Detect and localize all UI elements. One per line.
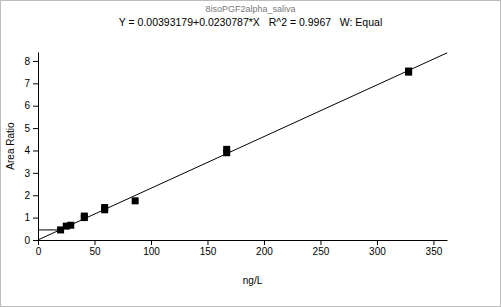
point bbox=[223, 146, 230, 153]
tick-label: 6 bbox=[24, 100, 30, 111]
tick: 1 bbox=[24, 212, 38, 223]
tick-label: 250 bbox=[313, 246, 330, 257]
tick-mark bbox=[33, 218, 38, 219]
tick-label: 4 bbox=[24, 145, 30, 156]
tick-mark bbox=[94, 240, 95, 245]
tick-mark bbox=[38, 240, 39, 245]
x-axis: 0 50 100 150 200 250 300 350 bbox=[36, 240, 448, 257]
fit-line bbox=[38, 229, 61, 230]
tick-label: 100 bbox=[143, 246, 160, 257]
axis-line bbox=[38, 53, 39, 241]
tick-label: 1 bbox=[24, 212, 30, 223]
tick: 2 bbox=[24, 190, 38, 201]
tick-label: 0 bbox=[36, 246, 42, 257]
axis-line bbox=[39, 240, 448, 241]
tick: 7 bbox=[24, 78, 38, 89]
subtitle: Y = 0.00393179+0.0230787*X R^2 = 0.9967 … bbox=[119, 16, 382, 28]
tick: 6 bbox=[24, 100, 38, 111]
tick-mark bbox=[320, 240, 321, 245]
tick-label: 2 bbox=[24, 190, 30, 201]
tick: 100 bbox=[143, 240, 160, 257]
tick: 350 bbox=[426, 240, 443, 257]
tick-mark bbox=[151, 240, 152, 245]
tick: 5 bbox=[24, 123, 38, 134]
tick: 50 bbox=[89, 240, 101, 257]
tick-label: 50 bbox=[89, 246, 101, 257]
tick: 200 bbox=[256, 240, 273, 257]
chart: 8isoPGF2alpha_saliva Y = 0.00393179+0.023… bbox=[0, 0, 501, 307]
tick-label: 300 bbox=[369, 246, 386, 257]
chart-border bbox=[1, 1, 501, 307]
tick-label: 0 bbox=[24, 235, 30, 246]
tick-mark bbox=[33, 61, 38, 62]
x-axis-title: ng/L bbox=[243, 275, 263, 286]
y-axis-title: Area Ratio bbox=[5, 122, 16, 170]
tick-label: 200 bbox=[256, 246, 273, 257]
tick-mark bbox=[433, 240, 434, 245]
point bbox=[132, 197, 139, 204]
y-axis: 0 1 2 3 4 5 6 7 8 bbox=[24, 53, 38, 246]
tick-mark bbox=[33, 195, 38, 196]
point bbox=[405, 68, 412, 75]
tick: 250 bbox=[313, 240, 330, 257]
tick-mark bbox=[33, 106, 38, 107]
tick: 0 bbox=[36, 240, 42, 257]
tick: 4 bbox=[24, 145, 38, 156]
tick-label: 3 bbox=[24, 168, 30, 179]
tick-mark bbox=[377, 240, 378, 245]
plot-area bbox=[38, 53, 447, 240]
tick-mark bbox=[33, 128, 38, 129]
tick-mark bbox=[264, 240, 265, 245]
tick: 0 bbox=[24, 235, 38, 246]
tick-mark bbox=[33, 150, 38, 151]
title: 8isoPGF2alpha_saliva bbox=[205, 4, 295, 14]
tick-label: 5 bbox=[24, 123, 30, 134]
tick-label: 350 bbox=[426, 246, 443, 257]
tick-label: 7 bbox=[24, 78, 30, 89]
tick-mark bbox=[33, 83, 38, 84]
tick: 150 bbox=[200, 240, 217, 257]
tick-mark bbox=[207, 240, 208, 245]
fit-line bbox=[38, 53, 447, 240]
tick-label: 150 bbox=[200, 246, 217, 257]
tick: 8 bbox=[24, 56, 38, 67]
tick: 3 bbox=[24, 168, 38, 179]
tick-label: 8 bbox=[24, 56, 30, 67]
tick-mark bbox=[33, 173, 38, 174]
tick: 300 bbox=[369, 240, 386, 257]
tick-mark bbox=[33, 240, 38, 241]
point bbox=[101, 204, 108, 211]
